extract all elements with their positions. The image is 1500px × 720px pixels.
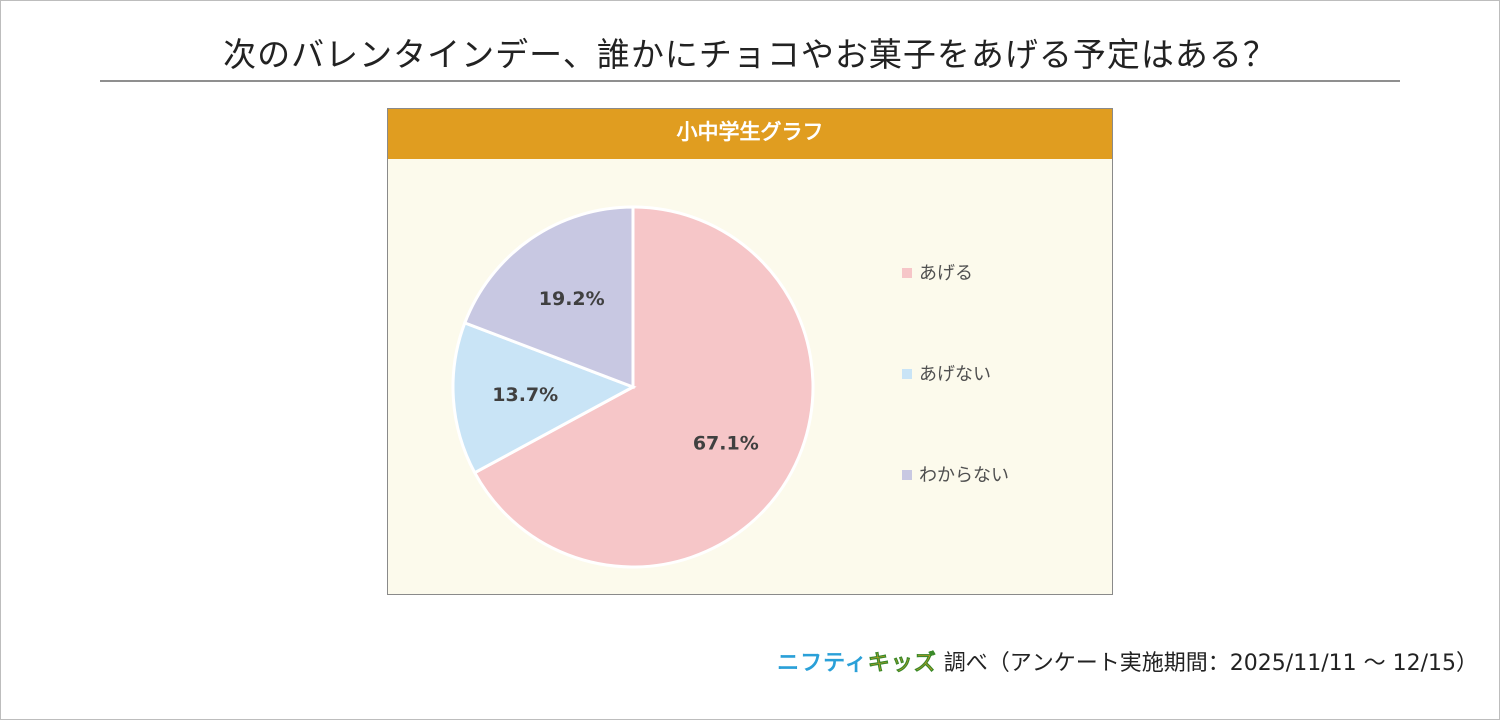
legend-label-2: あげない bbox=[919, 364, 991, 385]
pie-data-label-1: 67.1% bbox=[693, 432, 759, 454]
legend-item-2: あげない bbox=[902, 360, 991, 386]
source-note: 調べ（アンケート実施期間：2025/11/11 ～ 12/15） bbox=[943, 651, 1478, 676]
pie-data-label-3: 19.2% bbox=[539, 288, 605, 310]
legend-item-3: わからない bbox=[902, 461, 1009, 487]
brand-logo: ニフティキッズ bbox=[777, 651, 937, 677]
brand-logo-part1: ニフティ bbox=[777, 651, 868, 676]
pie-slice-1 bbox=[472, 205, 815, 569]
page-title: 次のバレンタインデー、誰かにチョコやお菓子をあげる予定はある？ bbox=[223, 35, 1277, 74]
legend-label-1: あげる bbox=[919, 263, 973, 284]
legend-swatch-2 bbox=[902, 369, 912, 379]
chart-panel: 小中学生グラフ 67.1% 13.7% 19.2% あげるあげないわからない bbox=[387, 108, 1113, 595]
title-divider bbox=[100, 80, 1400, 82]
pie-chart: 67.1% 13.7% 19.2% bbox=[451, 205, 815, 569]
source-footer: ニフティキッズ 調べ（アンケート実施期間：2025/11/11 ～ 12/15） bbox=[777, 645, 1478, 677]
legend-swatch-1 bbox=[902, 268, 912, 278]
legend-swatch-3 bbox=[902, 470, 912, 480]
pie-slice-2 bbox=[451, 320, 637, 475]
pie-slice-3 bbox=[462, 205, 635, 390]
chart-panel-header: 小中学生グラフ bbox=[388, 109, 1112, 159]
pie-data-label-2: 13.7% bbox=[492, 384, 558, 406]
legend-label-3: わからない bbox=[919, 465, 1009, 486]
brand-logo-part2: キッズ bbox=[867, 651, 937, 677]
legend-item-1: あげる bbox=[902, 259, 973, 285]
